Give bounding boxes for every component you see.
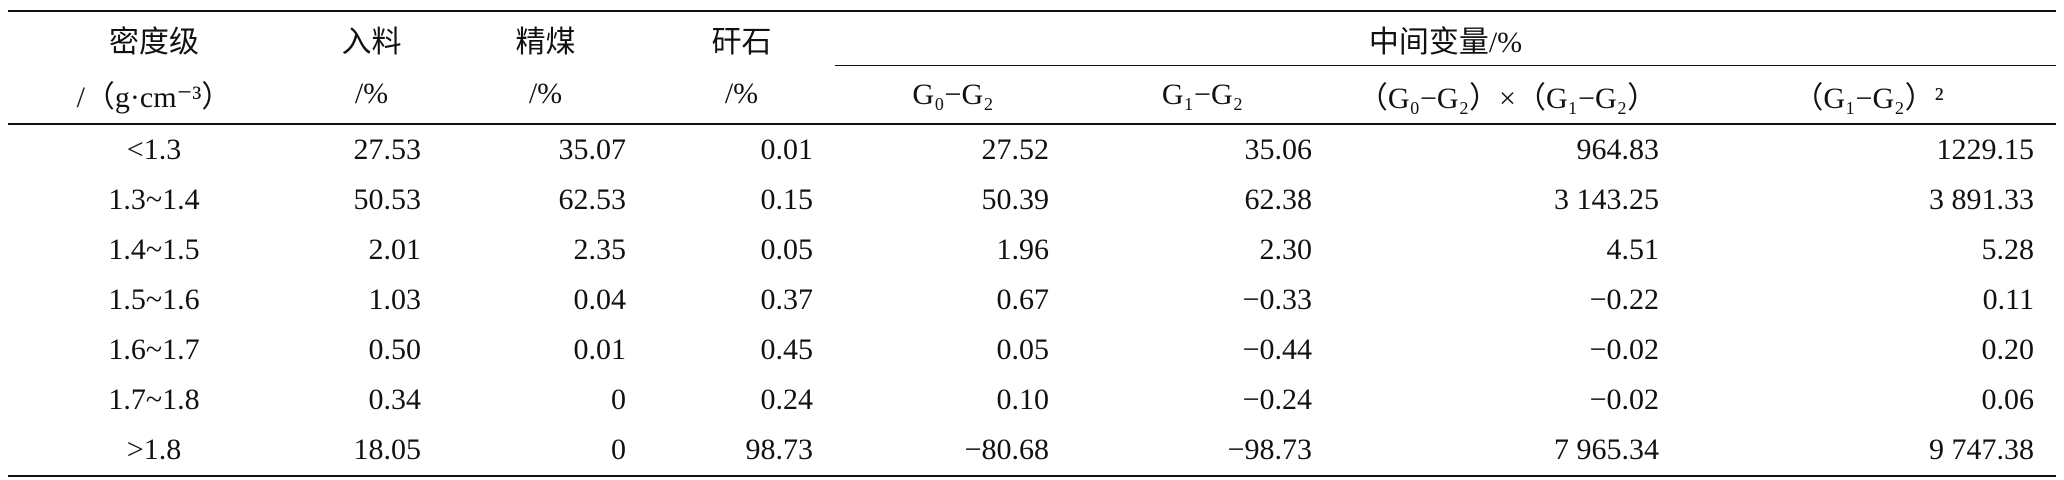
table-cell: 2.35 — [573, 233, 627, 266]
table-cell: 50.53 — [353, 183, 422, 216]
table-body: <1.3 27.53 35.07 0.01 27.52 35.06 964.83 1229.1… — [8, 124, 2057, 477]
table-cell: 35.07 — [558, 133, 627, 166]
header-cell: G₀−G₂ — [835, 65, 1071, 125]
table-cell: −80.68 — [835, 425, 1071, 477]
table-cell: −98.73 — [1071, 425, 1334, 477]
table-cell: −0.02 — [1589, 383, 1659, 416]
table-cell: 27.52 — [981, 133, 1050, 166]
table-cell: 0.50 — [368, 333, 422, 366]
table-cell: 0.05 — [760, 233, 814, 266]
table-cell: 3 891.33 — [1929, 183, 2035, 216]
header-cell: （G₁−G₂）² — [1681, 65, 2057, 125]
table-header: 密度级 入料 精煤 矸石 中间变量/%/（g·cm⁻³）/%/%/% G₀−G₂ G₁−G₂… — [8, 10, 2057, 125]
table-cell: 4.51 — [1606, 233, 1660, 266]
header-cell: 精煤 — [443, 10, 648, 66]
data-table: 密度级 入料 精煤 矸石 中间变量/%/（g·cm⁻³）/%/%/% G₀−G₂ G₁−G₂… — [8, 10, 2057, 477]
table-row: 1.5~1.6 1.03 0.04 0.37 0.67 −0.33 −0.22 0.11 — [8, 275, 2056, 325]
table-cell: 0.34 — [368, 383, 422, 416]
header-cell: /% — [648, 65, 835, 125]
header-cell: /% — [300, 65, 443, 125]
table-cell: 0.01 — [760, 133, 814, 166]
table-row: 1.6~1.7 0.50 0.01 0.45 0.05 −0.44 −0.02 0.20 — [8, 325, 2056, 375]
table-cell: 1229.15 — [1936, 133, 2035, 166]
table-cell: 1.7~1.8 — [108, 383, 200, 416]
table-cell: 964.83 — [1576, 133, 1660, 166]
table-cell: 0.01 — [573, 333, 627, 366]
table-cell: 3 143.25 — [1554, 183, 1659, 216]
table-cell: 7 965.34 — [1334, 425, 1681, 477]
header-cell: 入料 — [300, 10, 443, 66]
header-cell: 密度级 — [8, 10, 300, 66]
table-cell: 0.15 — [760, 183, 814, 216]
table-row: 1.3~1.4 50.53 62.53 0.15 50.39 62.38 3 143.25 3… — [8, 175, 2056, 225]
header-cell: /（g·cm⁻³） — [8, 65, 300, 125]
header-cell: G₁−G₂ — [1071, 65, 1334, 125]
header-row: 密度级 入料 精煤 矸石 中间变量/% — [8, 10, 2057, 66]
header-cell: /% — [443, 65, 648, 125]
header-cell: 矸石 — [648, 10, 835, 66]
header-cell: （G₀−G₂）×（G₁−G₂） — [1334, 65, 1681, 125]
table-cell: 0.67 — [996, 283, 1050, 316]
table-cell: 2.01 — [368, 233, 422, 266]
table-cell: 1.3~1.4 — [108, 183, 200, 216]
table-cell: 0.05 — [996, 333, 1050, 366]
table-cell: 1.03 — [368, 283, 422, 316]
table-cell: 0.10 — [996, 383, 1050, 416]
table-cell: 9 747.38 — [1681, 425, 2057, 477]
table-cell: 0.37 — [760, 283, 814, 316]
table-cell: <1.3 — [126, 133, 182, 166]
table-cell: 1.6~1.7 — [108, 333, 200, 366]
table-cell: 0.04 — [573, 283, 627, 316]
table-cell: −0.24 — [1242, 383, 1312, 416]
table-cell: 1.96 — [996, 233, 1050, 266]
table-cell: 0.11 — [1982, 283, 2035, 316]
table-cell: −0.02 — [1589, 333, 1659, 366]
table-cell: 18.05 — [300, 425, 443, 477]
table-cell: 62.38 — [1244, 183, 1313, 216]
table-cell: 2.30 — [1259, 233, 1313, 266]
table-row: 1.4~1.5 2.01 2.35 0.05 1.96 2.30 4.51 5.28 — [8, 225, 2056, 275]
table-cell: 62.53 — [558, 183, 627, 216]
table-cell: >1.8 — [8, 425, 300, 477]
table-row: >1.8 18.05 0 98.73 −80.68 −98.73 7 965.34 9 747… — [8, 425, 2057, 477]
table-cell: 35.06 — [1244, 133, 1313, 166]
table-cell: 98.73 — [648, 425, 835, 477]
header-row: /（g·cm⁻³）/%/%/% G₀−G₂ G₁−G₂ （G₀−G₂）×（G₁−G₂）… — [8, 65, 2057, 125]
table-cell: 1.4~1.5 — [108, 233, 200, 266]
header-cell: 中间变量/% — [835, 10, 2057, 66]
table-cell: −0.22 — [1589, 283, 1659, 316]
table-cell: 0.24 — [760, 383, 814, 416]
table-row: 1.7~1.8 0.34 0 0.24 0.10 −0.24 −0.02 0.06 — [8, 375, 2056, 425]
table-cell: 0.45 — [760, 333, 814, 366]
table-cell: 0 — [611, 383, 626, 416]
table-cell: −0.33 — [1242, 283, 1312, 316]
table-cell: 1.5~1.6 — [108, 283, 200, 316]
table-cell: 0 — [443, 425, 648, 477]
table-row: <1.3 27.53 35.07 0.01 27.52 35.06 964.83 1229.1… — [8, 124, 2056, 175]
table-cell: 27.53 — [353, 133, 422, 166]
table-cell: 0.06 — [1981, 383, 2035, 416]
table-cell: 5.28 — [1981, 233, 2035, 266]
table-cell: 50.39 — [981, 183, 1050, 216]
table-cell: 0.20 — [1981, 333, 2035, 366]
table-cell: −0.44 — [1242, 333, 1312, 366]
